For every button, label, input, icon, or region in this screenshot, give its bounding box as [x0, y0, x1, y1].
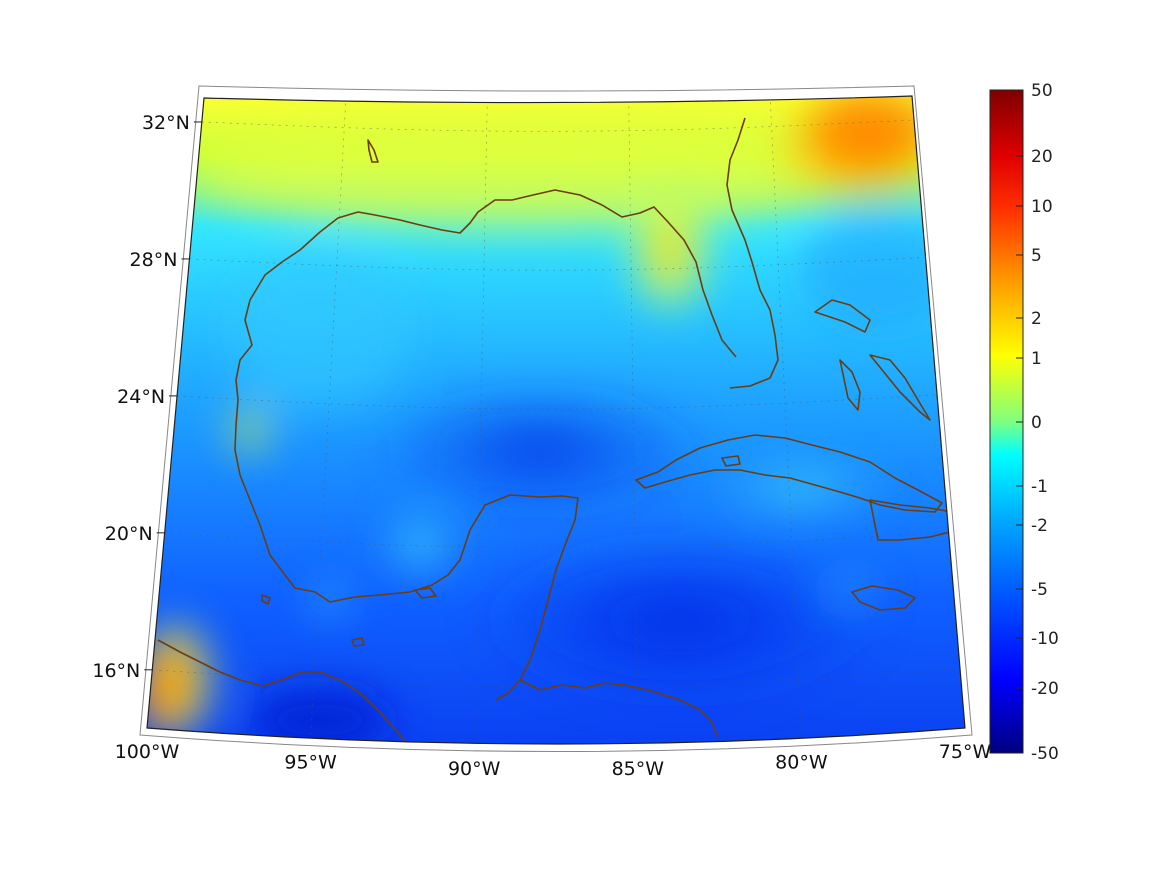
parallel-line — [176, 394, 938, 410]
latitude-label: 24°N — [117, 386, 165, 408]
coastline-gulf — [234, 117, 779, 701]
colorbar-label: -50 — [1031, 744, 1059, 764]
longitude-label: 95°W — [284, 752, 337, 774]
meridian-line — [628, 106, 639, 744]
colorbar-label: 5 — [1031, 246, 1042, 266]
colorbar-label: -5 — [1031, 580, 1048, 600]
map-frame-outer — [139, 85, 973, 752]
map-frame — [146, 95, 966, 745]
meridian-line — [770, 102, 802, 739]
meridian-line — [310, 103, 346, 739]
latitude-label: 20°N — [105, 523, 153, 545]
colorbar-label: -1 — [1031, 477, 1048, 497]
data-field — [147, 96, 965, 744]
longitude-label: 85°W — [612, 758, 665, 780]
latitude-label: 32°N — [142, 112, 190, 134]
colorbar-label: 50 — [1031, 81, 1053, 101]
coastline-jamaica — [851, 585, 916, 611]
latitude-tick-labels: 32°N 28°N 24°N 20°N 16°N — [92, 112, 202, 682]
coastline-islands — [261, 139, 741, 647]
longitude-label: 75°W — [939, 741, 992, 763]
colorbar-label: -2 — [1031, 516, 1048, 536]
longitude-label: 90°W — [448, 758, 501, 780]
longitude-tick-labels: 100°W 95°W 90°W 85°W 80°W 75°W — [115, 741, 992, 780]
colorbar-label: 0 — [1031, 413, 1042, 433]
latitude-label: 16°N — [92, 660, 140, 682]
colorbar-label: 1 — [1031, 349, 1042, 369]
colorbar-label: 10 — [1031, 197, 1053, 217]
latitude-label: 28°N — [130, 249, 178, 271]
longitude-label: 80°W — [775, 752, 828, 774]
colorbar-label: 20 — [1031, 147, 1053, 167]
colorbar-label: 2 — [1031, 309, 1042, 329]
longitude-label: 100°W — [115, 741, 180, 763]
coastline-central-america — [157, 639, 719, 744]
colorbar-label: -10 — [1031, 629, 1059, 649]
colorbar-label: -20 — [1031, 679, 1059, 699]
parallel-line — [164, 531, 949, 549]
meridian-line — [473, 106, 488, 744]
coastline-cuba — [635, 434, 943, 513]
coastline-bahamas — [814, 299, 931, 421]
